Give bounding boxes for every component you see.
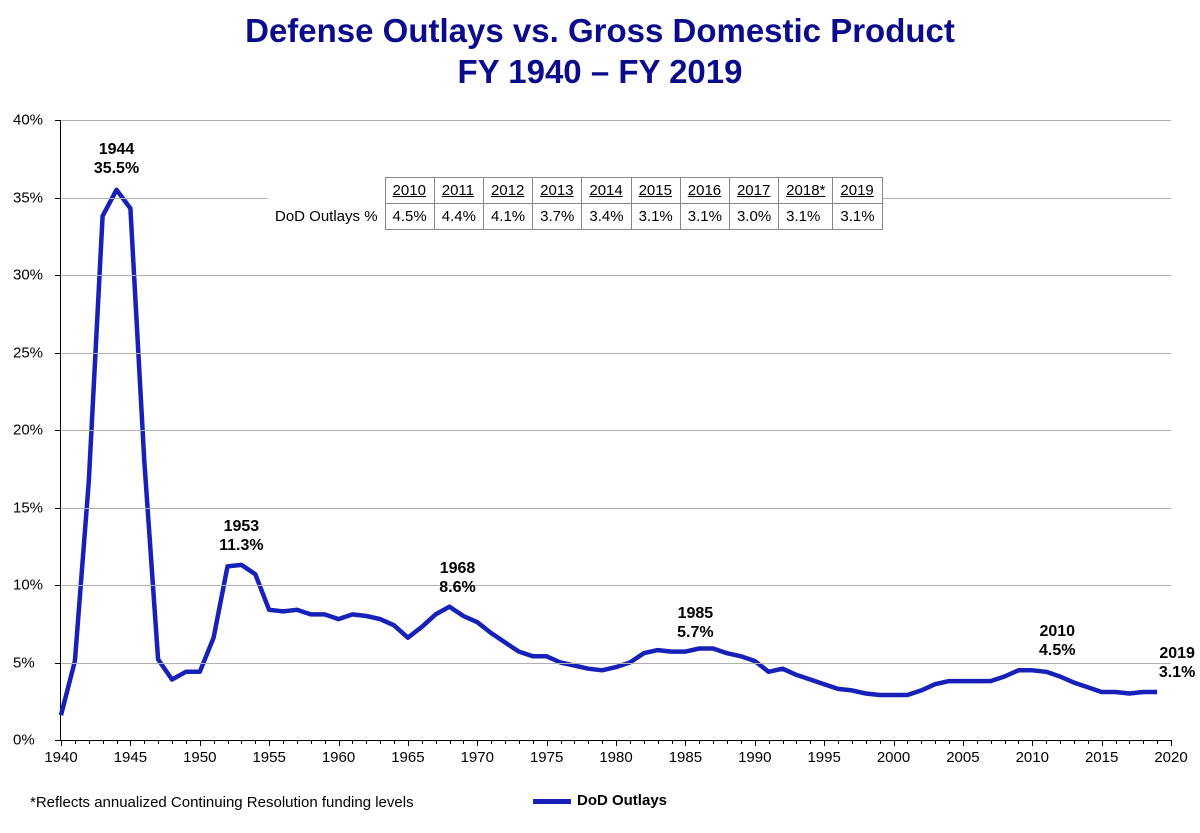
table-year: 2018*	[779, 178, 833, 204]
y-axis-label: 5%	[13, 654, 35, 671]
x-axis-label: 2020	[1154, 749, 1187, 766]
x-axis-label: 2000	[877, 749, 910, 766]
table-value: 3.4%	[582, 204, 631, 230]
x-axis-label: 2015	[1085, 749, 1118, 766]
table-value: 3.1%	[680, 204, 729, 230]
y-axis-label: 10%	[13, 577, 43, 594]
x-axis-label: 1950	[183, 749, 216, 766]
annotation-1968: 19688.6%	[439, 559, 475, 597]
table-value: 3.1%	[631, 204, 680, 230]
table-year: 2017	[729, 178, 778, 204]
title-line-1: Defense Outlays vs. Gross Domestic Produ…	[245, 12, 955, 49]
x-axis-label: 1970	[461, 749, 494, 766]
x-axis-label: 1955	[252, 749, 285, 766]
annotation-2019: 20193.1%	[1159, 644, 1195, 682]
y-axis-label: 25%	[13, 344, 43, 361]
table-value: 3.0%	[729, 204, 778, 230]
x-axis-label: 1985	[669, 749, 702, 766]
x-axis-label: 1960	[322, 749, 355, 766]
table-value: 4.1%	[483, 204, 532, 230]
table-year: 2019	[833, 178, 882, 204]
annotation-2010: 20104.5%	[1039, 622, 1075, 660]
table-year: 2016	[680, 178, 729, 204]
title-line-2: FY 1940 – FY 2019	[458, 53, 743, 90]
y-axis-label: 30%	[13, 267, 43, 284]
x-axis-label: 2010	[1016, 749, 1049, 766]
legend: DoD Outlays	[0, 792, 1200, 809]
table-year: 2012	[483, 178, 532, 204]
x-axis-label: 1980	[599, 749, 632, 766]
y-axis-label: 20%	[13, 422, 43, 439]
table-value: 4.5%	[385, 204, 434, 230]
annotation-1953: 195311.3%	[219, 517, 263, 555]
table-value: 3.7%	[533, 204, 582, 230]
table-year: 2010	[385, 178, 434, 204]
table-year: 2013	[533, 178, 582, 204]
annotation-1985: 19855.7%	[677, 604, 713, 642]
x-axis-label: 1940	[44, 749, 77, 766]
table-row-label: DoD Outlays %	[268, 204, 385, 230]
y-axis-label: 35%	[13, 189, 43, 206]
table-value: 3.1%	[779, 204, 833, 230]
x-axis-label: 1945	[114, 749, 147, 766]
outlays-table: 201020112012201320142015201620172018*201…	[268, 177, 883, 230]
legend-swatch	[533, 799, 571, 804]
x-axis-label: 1990	[738, 749, 771, 766]
x-axis-label: 2005	[946, 749, 979, 766]
y-axis-label: 40%	[13, 112, 43, 129]
table-value: 4.4%	[434, 204, 483, 230]
x-axis-label: 1975	[530, 749, 563, 766]
chart-title: Defense Outlays vs. Gross Domestic Produ…	[0, 10, 1200, 93]
legend-label: DoD Outlays	[577, 792, 667, 809]
y-axis-label: 0%	[13, 732, 35, 749]
table-year: 2011	[434, 178, 483, 204]
x-axis-label: 1965	[391, 749, 424, 766]
x-axis-label: 1995	[807, 749, 840, 766]
table-value: 3.1%	[833, 204, 882, 230]
table-year: 2014	[582, 178, 631, 204]
y-axis-label: 15%	[13, 499, 43, 516]
annotation-1944: 194435.5%	[94, 140, 139, 178]
table-year: 2015	[631, 178, 680, 204]
